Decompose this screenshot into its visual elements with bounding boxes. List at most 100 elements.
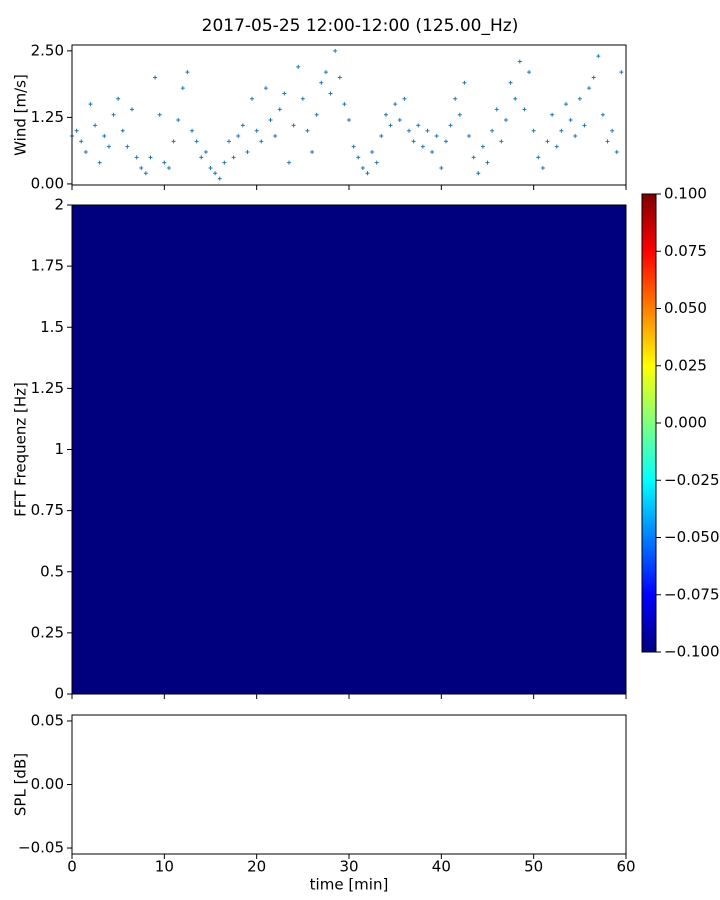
data-point <box>494 107 499 112</box>
data-point <box>250 96 255 101</box>
data-point <box>499 139 504 144</box>
data-point <box>591 75 596 80</box>
data-point <box>97 160 102 165</box>
data-point <box>111 112 116 117</box>
data-point <box>130 107 135 112</box>
data-point <box>226 139 231 144</box>
y-tick-label: 0.75 <box>31 501 64 519</box>
data-point <box>365 171 370 176</box>
data-point <box>314 112 319 117</box>
data-point <box>286 160 291 165</box>
data-point <box>319 80 324 85</box>
data-point <box>88 102 93 107</box>
data-point <box>194 139 199 144</box>
data-point <box>582 123 587 128</box>
data-point <box>457 112 462 117</box>
data-point <box>420 144 425 149</box>
data-point <box>351 144 356 149</box>
axes-frame <box>71 714 627 855</box>
data-point <box>490 128 495 133</box>
data-point <box>476 171 481 176</box>
data-point <box>176 118 181 123</box>
data-point <box>600 112 605 117</box>
data-point <box>300 96 305 101</box>
data-point <box>540 165 545 170</box>
data-point <box>93 123 98 128</box>
data-point <box>213 171 218 176</box>
data-point <box>203 149 208 154</box>
colorbar-tick-label: −0.100 <box>664 643 720 661</box>
data-point <box>190 128 195 133</box>
data-point <box>480 144 485 149</box>
data-point <box>407 128 412 133</box>
y-tick-label: 0.00 <box>31 775 64 793</box>
data-point <box>310 149 315 154</box>
colorbar <box>641 193 657 653</box>
data-point <box>240 123 245 128</box>
data-point <box>402 96 407 101</box>
data-point <box>379 134 384 139</box>
data-point <box>614 149 619 154</box>
y-tick-label: 0.00 <box>31 174 64 192</box>
data-point <box>148 155 153 160</box>
colorbar-tick-label: 0.025 <box>664 356 707 374</box>
data-point <box>356 155 361 160</box>
data-point <box>277 107 282 112</box>
data-point <box>171 139 176 144</box>
chart-title: 2017-05-25 12:00-12:00 (125.00_Hz) <box>202 16 519 36</box>
data-point <box>102 134 107 139</box>
y-axis-label: SPL [dB] <box>12 753 30 816</box>
x-tick-label: 50 <box>524 858 543 876</box>
data-point <box>563 102 568 107</box>
y-tick-label: 1 <box>54 440 64 458</box>
data-point <box>217 176 222 181</box>
data-point <box>503 118 508 123</box>
data-point <box>430 149 435 154</box>
data-point <box>527 70 532 75</box>
data-point <box>143 171 148 176</box>
y-tick-label: 0.05 <box>31 711 64 729</box>
colorbar-tick-label: −0.075 <box>664 585 720 603</box>
data-point <box>83 149 88 154</box>
data-point <box>360 165 365 170</box>
y-tick-label: 1.5 <box>40 318 64 336</box>
y-tick-label: 2 <box>54 196 64 214</box>
data-point <box>236 134 241 139</box>
y-tick-label: 1.25 <box>31 108 64 126</box>
data-point <box>263 86 268 91</box>
data-point <box>411 139 416 144</box>
data-point <box>443 139 448 144</box>
data-point <box>577 96 582 101</box>
data-point <box>513 96 518 101</box>
data-point <box>453 96 458 101</box>
data-point <box>374 160 379 165</box>
data-point <box>273 134 278 139</box>
data-point <box>568 118 573 123</box>
data-point <box>180 86 185 91</box>
data-point <box>434 134 439 139</box>
data-point <box>120 128 125 133</box>
data-point <box>425 128 430 133</box>
data-point <box>370 149 375 154</box>
x-tick-label: 40 <box>432 858 451 876</box>
x-tick-label: 0 <box>67 858 77 876</box>
data-point <box>462 80 467 85</box>
data-point <box>208 165 213 170</box>
y-tick-label: 1.75 <box>31 257 64 275</box>
y-tick-label: 1.25 <box>31 379 64 397</box>
data-point <box>610 128 615 133</box>
data-point <box>531 128 536 133</box>
x-axis-label: time [min] <box>310 876 389 894</box>
data-point <box>416 123 421 128</box>
data-point <box>153 75 158 80</box>
data-point <box>106 144 111 149</box>
y-tick-label: 2.50 <box>31 41 64 59</box>
data-point <box>471 155 476 160</box>
colorbar-tick-label: 0.100 <box>664 185 707 203</box>
data-point <box>222 160 227 165</box>
x-tick-label: 60 <box>616 858 635 876</box>
data-point <box>268 118 273 123</box>
y-tick-label: 0.25 <box>31 623 64 641</box>
data-point <box>79 139 84 144</box>
data-point <box>448 123 453 128</box>
